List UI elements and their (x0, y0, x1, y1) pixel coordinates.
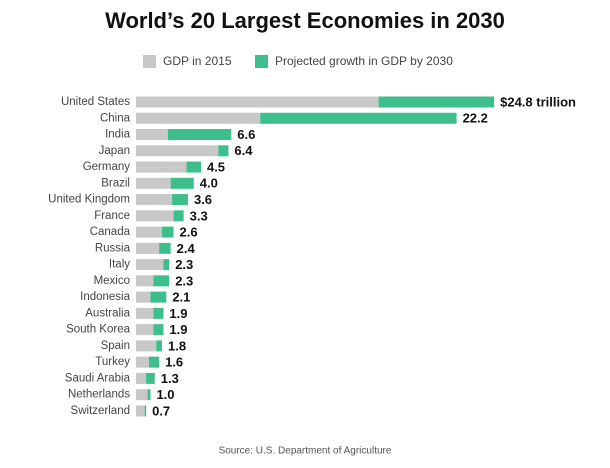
bar-segment (136, 161, 187, 173)
total-label: 4.0 (200, 176, 218, 191)
y-tick-label: Saudi Arabia (65, 372, 131, 384)
bar-segment (147, 389, 151, 401)
bar-segment (136, 389, 148, 401)
bar-segment (163, 259, 170, 271)
legend-swatch (143, 55, 156, 68)
legend-swatch (255, 55, 268, 68)
total-label: $24.8 trillion (500, 94, 576, 109)
bar-segment (159, 242, 171, 254)
total-label: 2.3 (175, 273, 193, 288)
bar-segment (136, 129, 168, 141)
y-tick-label: Indonesia (80, 291, 130, 303)
bar-segment (136, 324, 154, 336)
total-label: 1.8 (168, 338, 186, 353)
source: Source: U.S. Department of Agriculture (219, 446, 392, 457)
bar-segment (173, 210, 184, 222)
total-label: 4.5 (207, 159, 225, 174)
y-tick-label: Germany (83, 161, 131, 173)
bar-segment (170, 177, 194, 189)
y-tick-label: Japan (99, 145, 130, 157)
y-tick-label: Brazil (101, 177, 130, 189)
y-tick-label: China (100, 112, 131, 124)
bar-segment (150, 291, 167, 303)
total-label: 1.0 (156, 387, 174, 402)
bar-segment (136, 242, 160, 254)
total-label: 22.2 (463, 111, 488, 126)
bar-segment (144, 405, 147, 417)
bar-segment (153, 275, 170, 287)
total-label: 2.4 (177, 241, 196, 256)
bar-segment (136, 340, 157, 352)
bar-segment (172, 194, 188, 206)
bar-segment (378, 96, 495, 108)
bar-segment (136, 275, 154, 287)
bar-segment (136, 307, 154, 319)
y-tick-label: Russia (95, 242, 131, 254)
bar-segment (136, 145, 219, 157)
y-tick-label: United Kingdom (48, 194, 130, 206)
bar-segment (153, 324, 164, 336)
bar-segment (136, 259, 164, 271)
bar-segment (156, 340, 162, 352)
y-tick-label: Switzerland (71, 405, 130, 417)
bar-segment (136, 177, 171, 189)
y-tick-label: Canada (90, 226, 131, 238)
total-label: 1.3 (161, 371, 179, 386)
total-label: 6.6 (237, 127, 255, 142)
bar-segment (167, 129, 232, 141)
total-label: 2.1 (172, 290, 190, 305)
y-tick-label: South Korea (66, 324, 131, 336)
bar-segment (136, 356, 149, 368)
bar-segment (136, 226, 162, 238)
bar-segment (136, 112, 261, 124)
bar-segment (148, 356, 160, 368)
bar-segment (136, 194, 173, 206)
bar-segment (161, 226, 174, 238)
total-label: 1.9 (169, 306, 187, 321)
total-label: 3.6 (194, 192, 212, 207)
total-label: 2.6 (180, 225, 198, 240)
bar-segment (218, 145, 229, 157)
y-tick-label: Turkey (95, 356, 130, 368)
bar-segment (136, 96, 379, 108)
bar-segment (260, 112, 457, 124)
total-label: 1.9 (169, 322, 187, 337)
legend-label: GDP in 2015 (163, 54, 232, 68)
total-label: 3.3 (190, 208, 208, 223)
y-tick-label: Italy (109, 259, 130, 271)
total-label: 6.4 (234, 143, 253, 158)
y-tick-label: India (105, 129, 131, 141)
bar-segment (136, 210, 174, 222)
total-label: 0.7 (152, 403, 170, 418)
total-label: 2.3 (175, 257, 193, 272)
legend-label: Projected growth in GDP by 2030 (275, 54, 453, 68)
y-tick-label: United States (61, 96, 130, 108)
y-tick-label: Mexico (94, 275, 130, 287)
bar-segment (186, 161, 201, 173)
y-tick-label: Spain (101, 340, 130, 352)
y-tick-label: Netherlands (68, 389, 130, 401)
bar-segment (136, 405, 145, 417)
chart-title: World’s 20 Largest Economies in 2030 (105, 8, 505, 33)
total-label: 1.6 (165, 355, 183, 370)
bar-segment (136, 291, 151, 303)
y-tick-label: Australia (85, 307, 130, 319)
y-tick-label: France (94, 210, 130, 222)
bar-segment (146, 372, 155, 384)
bar-segment (136, 372, 147, 384)
bar-segment (153, 307, 164, 319)
